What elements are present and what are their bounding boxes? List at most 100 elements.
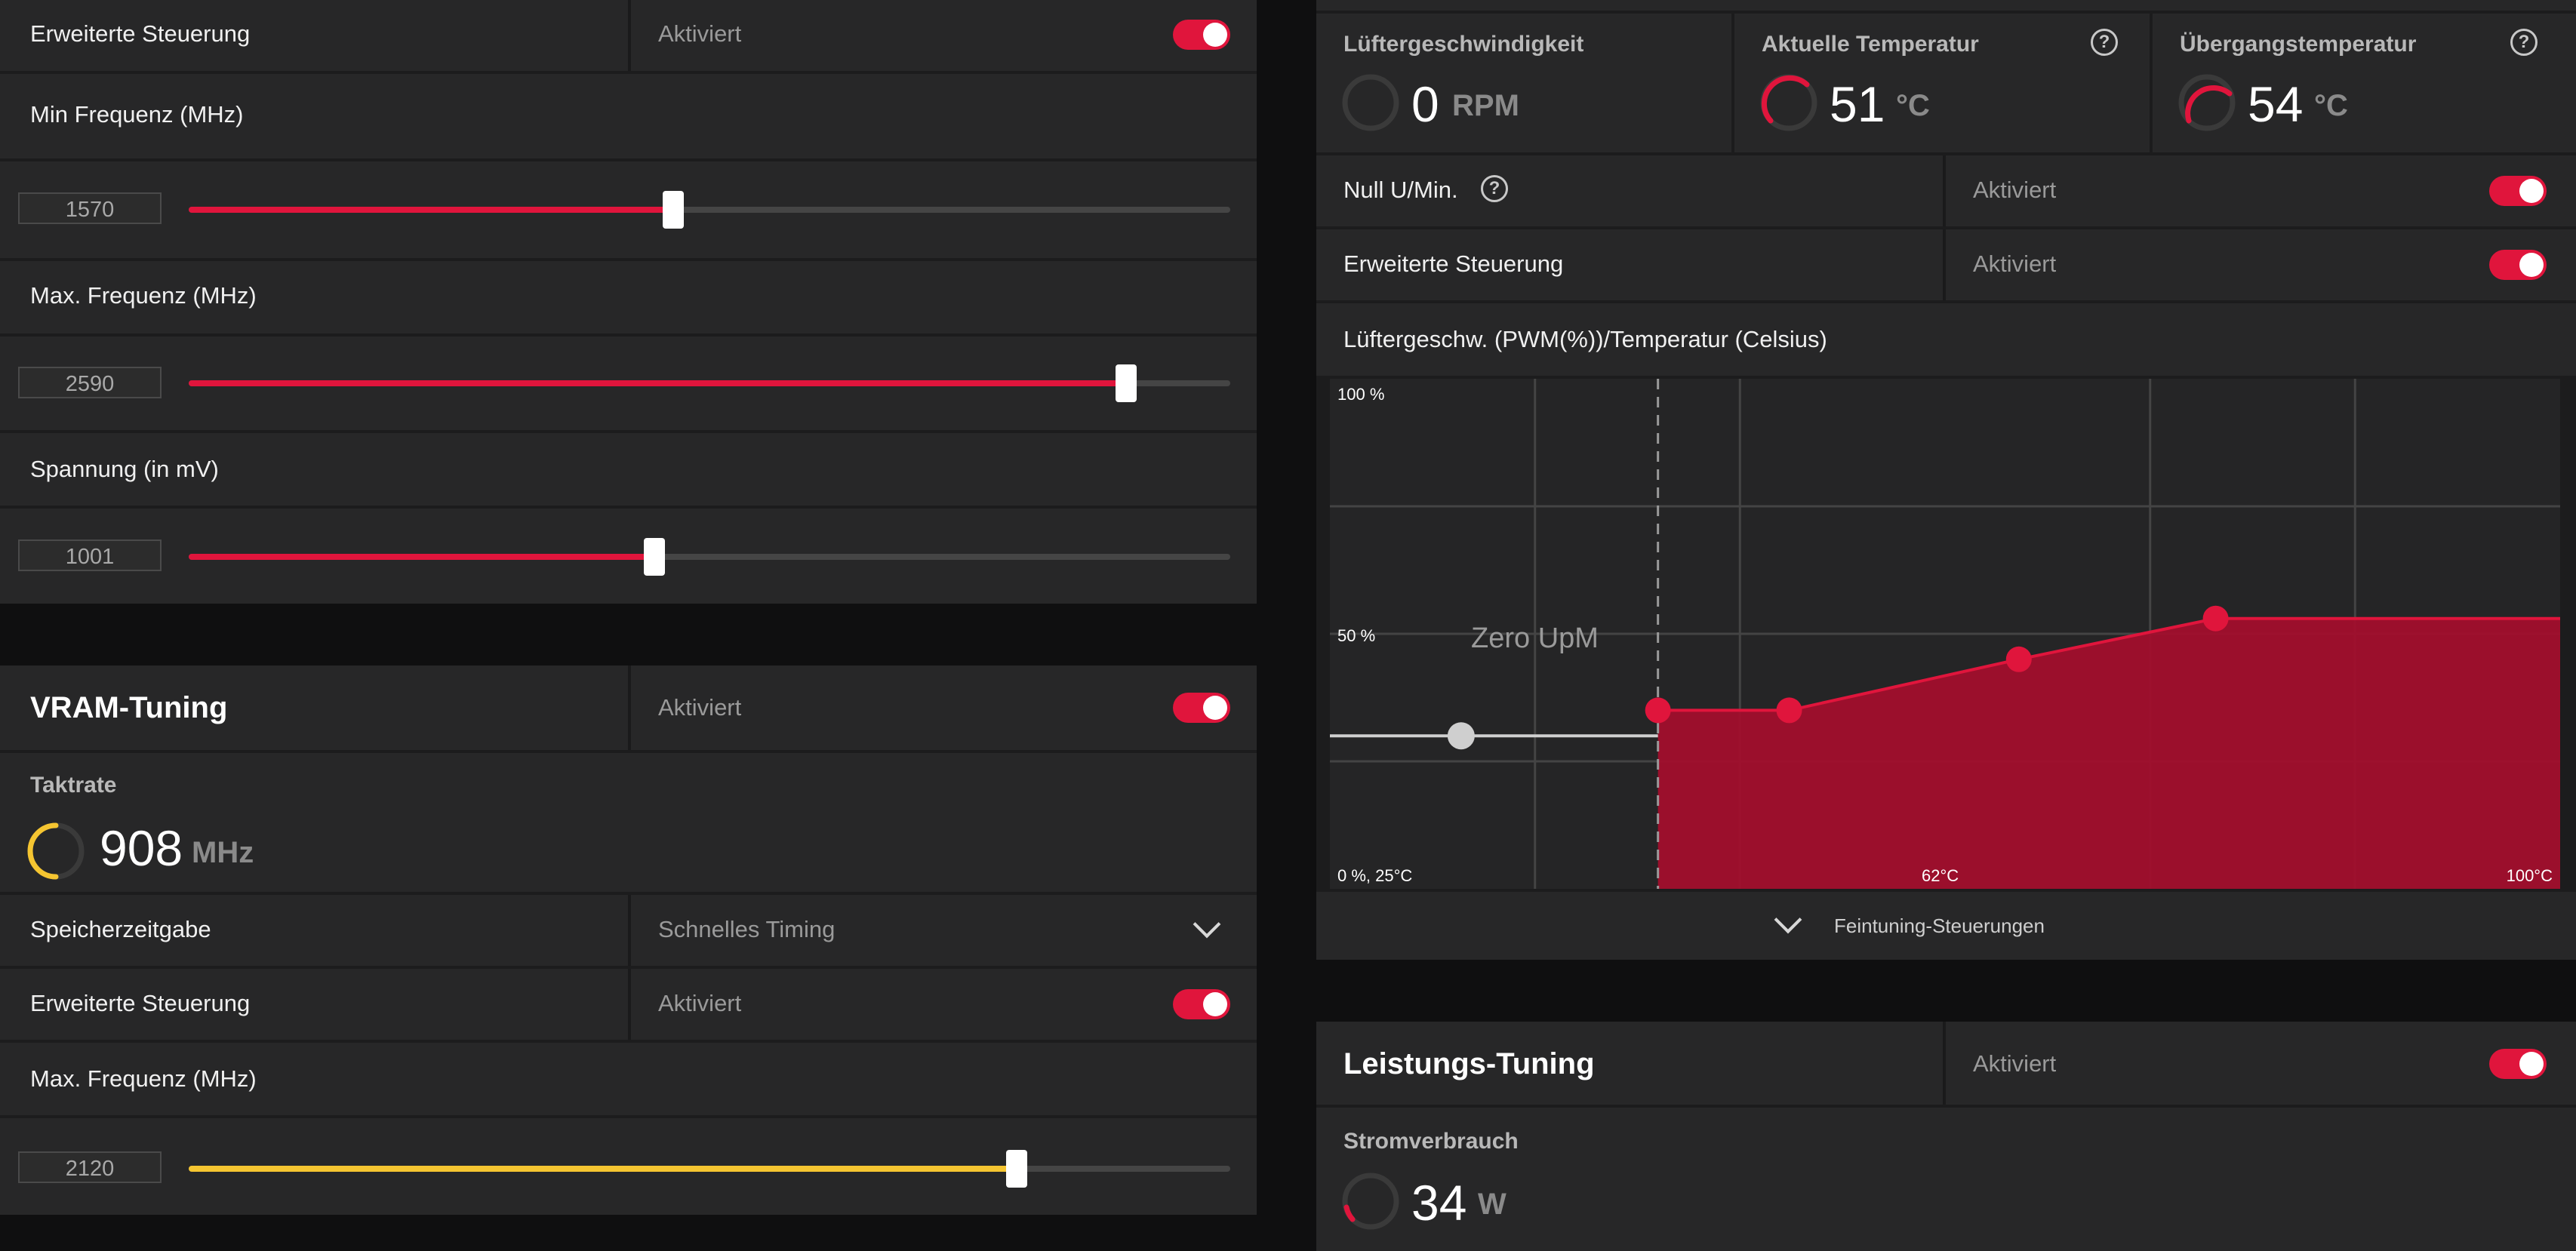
fan-tuning-panel: Lüftergeschwindigkeit 0 RPM Aktuelle Tem… xyxy=(1316,0,2576,960)
fan-speed-gauge-icon xyxy=(1342,74,1399,131)
vram-max-frequency-slider-fill xyxy=(189,1166,1017,1172)
gpu-advanced-control-row: Erweiterte Steuerung Aktiviert xyxy=(0,0,1257,71)
fan-curve-point-layer[interactable] xyxy=(1447,605,2229,750)
junction-temperature-gauge-icon xyxy=(2178,74,2236,131)
zero-rpm-toggle[interactable] xyxy=(2489,176,2547,206)
junction-temperature-value: 54 xyxy=(2248,76,2304,132)
fan-curve-line xyxy=(1657,616,2560,712)
vram-tuning-status: Aktiviert xyxy=(658,694,742,721)
vram-tuning-header: VRAM-Tuning Aktiviert xyxy=(0,665,1257,750)
fan-curve-point[interactable] xyxy=(1645,697,1671,724)
vram-clock-unit: MHz xyxy=(192,836,254,869)
max-frequency-header: Max. Frequenz (MHz) xyxy=(0,261,1257,333)
fine-tuning-controls-link[interactable]: Feintuning-Steuerungen xyxy=(1834,914,2045,937)
fan-speed-value: 0 xyxy=(1411,76,1439,132)
min-frequency-slider-fill xyxy=(189,207,673,213)
toggle-knob xyxy=(1203,696,1227,720)
power-tuning-toggle[interactable] xyxy=(2489,1049,2547,1079)
toggle-knob xyxy=(2519,1052,2544,1076)
vram-advanced-control-status: Aktiviert xyxy=(658,990,742,1016)
zero-rpm-status: Aktiviert xyxy=(1973,177,2057,203)
fan-advanced-control-toggle[interactable] xyxy=(2489,250,2547,280)
vram-tuning-title: VRAM-Tuning xyxy=(30,691,228,724)
min-frequency-label: Min Frequenz (MHz) xyxy=(30,101,244,128)
gpu-advanced-control-toggle[interactable] xyxy=(1173,20,1230,50)
chevron-down-icon[interactable] xyxy=(1774,905,1802,934)
memory-timing-select[interactable]: Schnelles Timing xyxy=(658,916,836,942)
gpu-tuning-panel: Erweiterte Steuerung Aktiviert Min Frequ… xyxy=(0,0,1257,604)
power-consumption-gauge-icon xyxy=(1342,1173,1399,1230)
max-frequency-slider-fill xyxy=(189,380,1126,386)
vram-clock-gauge-icon xyxy=(27,822,85,880)
vram-advanced-control-row: Erweiterte Steuerung Aktiviert xyxy=(0,969,1257,1040)
memory-timing-row: Speicherzeitgabe Schnelles Timing xyxy=(0,895,1257,966)
current-temperature-gauge-icon xyxy=(1760,74,1817,131)
min-frequency-slider-thumb[interactable] xyxy=(662,191,684,229)
zero-rpm-handle[interactable] xyxy=(1447,722,1475,750)
fan-curve-point[interactable] xyxy=(2202,605,2229,632)
power-consumption-value: 34 xyxy=(1411,1175,1467,1231)
fan-speed-label: Lüftergeschwindigkeit xyxy=(1343,32,1584,57)
help-icon[interactable]: ? xyxy=(1481,175,1508,202)
fan-curve-title: Lüftergeschw. (PWM(%))/Temperatur (Celsi… xyxy=(1343,326,1827,352)
chevron-down-icon[interactable] xyxy=(1193,910,1221,939)
vram-tuning-panel: VRAM-Tuning Aktiviert Taktrate 908 MHz S… xyxy=(0,665,1257,1215)
gpu-advanced-control-label: Erweiterte Steuerung xyxy=(30,20,251,47)
vram-advanced-control-toggle[interactable] xyxy=(1173,989,1230,1019)
help-icon[interactable]: ? xyxy=(2510,29,2538,56)
max-frequency-slider[interactable] xyxy=(189,364,1230,402)
max-frequency-slider-row: 2590 xyxy=(0,337,1257,430)
fan-advanced-control-label: Erweiterte Steuerung xyxy=(1343,251,1564,277)
fan-metrics-row: Lüftergeschwindigkeit 0 RPM Aktuelle Tem… xyxy=(1316,14,2576,152)
junction-temperature-unit: °C xyxy=(2314,89,2348,122)
fine-tuning-row[interactable]: Feintuning-Steuerungen xyxy=(1316,892,2576,960)
vram-max-frequency-label: Max. Frequenz (MHz) xyxy=(30,1065,257,1092)
min-frequency-input[interactable]: 1570 xyxy=(18,192,162,224)
zero-rpm-label: Null U/Min. xyxy=(1343,177,1458,203)
row-divider xyxy=(628,0,631,71)
fan-curve-point[interactable] xyxy=(2005,646,2032,672)
fan-advanced-control-status: Aktiviert xyxy=(1973,251,2057,277)
max-frequency-input[interactable]: 2590 xyxy=(18,367,162,398)
voltage-slider-thumb[interactable] xyxy=(643,538,665,576)
vram-clock-label: Taktrate xyxy=(30,773,117,798)
voltage-slider[interactable] xyxy=(189,538,1230,576)
junction-temperature-label: Übergangstemperatur xyxy=(2180,32,2417,57)
power-tuning-panel: Leistungs-Tuning Aktiviert Stromverbrauc… xyxy=(1316,1022,2576,1251)
fan-curve-chart[interactable]: 100 % 50 % 0 %, 25°C 62°C 100°C Zero UpM xyxy=(1330,379,2560,889)
toggle-knob xyxy=(1203,992,1227,1016)
voltage-slider-row: 1001 xyxy=(0,509,1257,604)
help-icon[interactable]: ? xyxy=(2091,29,2118,56)
fan-status-strip xyxy=(1316,0,2576,11)
fan-curve-header: Lüftergeschw. (PWM(%))/Temperatur (Celsi… xyxy=(1316,303,2576,376)
vram-clock-value: 908 xyxy=(100,820,183,876)
vram-clock-card: Taktrate 908 MHz xyxy=(0,753,1257,892)
min-frequency-slider-row: 1570 xyxy=(0,161,1257,258)
power-tuning-status: Aktiviert xyxy=(1973,1050,2057,1077)
fan-curve-marker-layer xyxy=(1330,379,1660,889)
row-divider xyxy=(1943,229,1946,300)
toggle-knob xyxy=(2519,179,2544,203)
vram-max-frequency-slider-thumb[interactable] xyxy=(1006,1150,1028,1188)
vram-tuning-toggle[interactable] xyxy=(1173,693,1230,723)
max-frequency-slider-thumb[interactable] xyxy=(1116,364,1137,402)
row-divider xyxy=(1943,155,1946,226)
x-tick-label-62: 62°C xyxy=(1922,866,1959,885)
vram-advanced-control-label: Erweiterte Steuerung xyxy=(30,990,251,1016)
voltage-input[interactable]: 1001 xyxy=(18,539,162,571)
voltage-label: Spannung (in mV) xyxy=(30,456,219,482)
power-tuning-title: Leistungs-Tuning xyxy=(1343,1047,1595,1080)
current-temperature-label: Aktuelle Temperatur xyxy=(1762,32,1979,57)
fan-curve-area xyxy=(1657,618,2560,889)
vram-max-frequency-slider[interactable] xyxy=(189,1150,1230,1188)
row-divider xyxy=(628,665,631,750)
fan-curve-point[interactable] xyxy=(1776,697,1802,724)
vram-max-frequency-slider-row: 2120 xyxy=(0,1118,1257,1215)
y-tick-label-50: 50 % xyxy=(1337,626,1375,645)
toggle-knob xyxy=(2519,253,2544,277)
vram-max-frequency-input[interactable]: 2120 xyxy=(18,1151,162,1183)
origin-tick-label: 0 %, 25°C xyxy=(1337,866,1412,885)
memory-timing-label: Speicherzeitgabe xyxy=(30,916,211,942)
zero-rpm-row: Null U/Min. ? Aktiviert xyxy=(1316,155,2576,226)
min-frequency-slider[interactable] xyxy=(189,191,1230,229)
